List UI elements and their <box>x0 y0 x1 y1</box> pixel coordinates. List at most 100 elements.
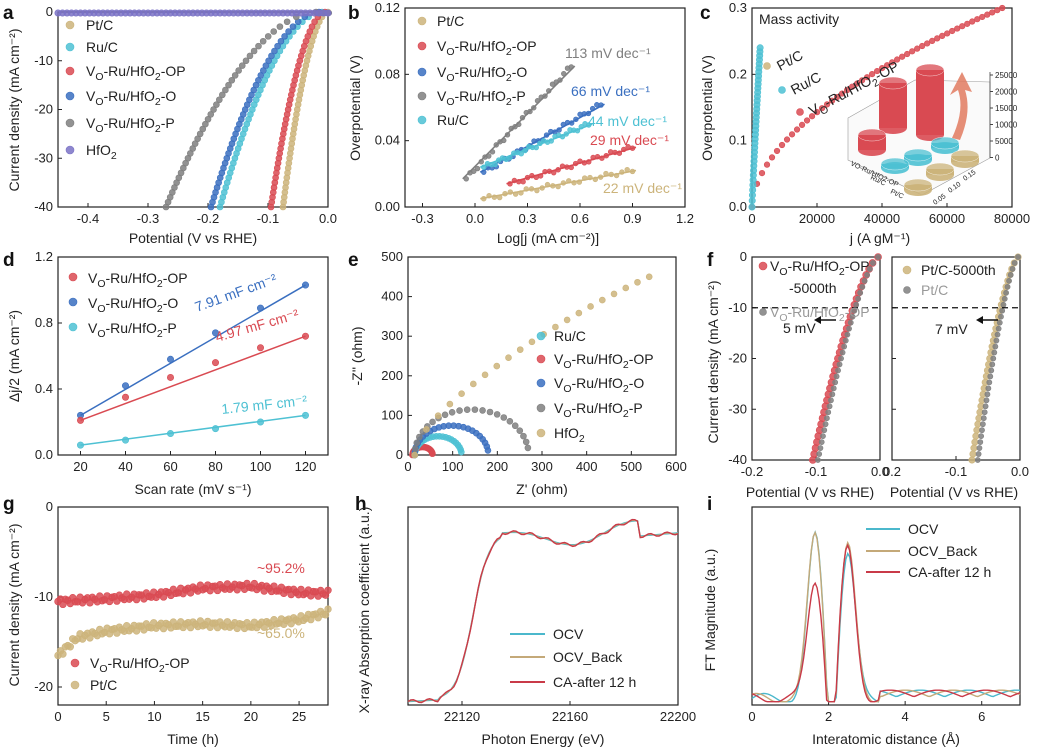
data-point <box>976 445 983 451</box>
data-point <box>989 361 996 368</box>
data-point <box>167 373 175 381</box>
data-point <box>216 96 223 104</box>
x-tick-label: 0 <box>404 459 411 474</box>
legend-marker <box>902 265 912 275</box>
y-tick-label: 0 <box>46 499 53 514</box>
x-tick-label: 100 <box>442 459 464 474</box>
y-tick-label: 0 <box>740 249 747 264</box>
data-point <box>870 260 876 266</box>
data-point <box>493 362 501 370</box>
data-point <box>855 295 862 302</box>
y-axis-label: Current density (mA cm⁻²) <box>6 29 22 192</box>
data-point <box>978 433 985 440</box>
data-point <box>977 439 984 445</box>
panel-label-g: g <box>3 494 15 515</box>
y-tick-label: -20 <box>34 102 53 117</box>
data-point <box>999 307 1006 314</box>
legend-marker <box>417 91 427 101</box>
arrow-head-icon <box>976 316 983 324</box>
data-point <box>324 586 332 594</box>
legend-marker <box>536 378 546 388</box>
inset-tick-label: 10000 <box>995 121 1018 130</box>
data-point <box>823 101 831 108</box>
y-tick-label: 200 <box>381 368 403 383</box>
data-point <box>875 254 881 260</box>
increase-arrow-icon <box>950 72 972 140</box>
legend-marker <box>65 118 75 128</box>
legend-marker <box>759 308 767 316</box>
data-point <box>829 391 836 398</box>
legend-label: VO-Ru/HfO2-OP <box>90 655 190 675</box>
legend-marker <box>65 145 75 155</box>
data-point <box>505 354 512 362</box>
data-point <box>645 273 653 281</box>
data-point <box>823 415 830 422</box>
inset-bar-top <box>930 136 960 150</box>
data-point <box>822 421 829 428</box>
data-point <box>993 337 1000 344</box>
x-tick-label: 0.9 <box>623 211 641 226</box>
inset-bar <box>916 70 944 135</box>
data-point <box>982 403 989 410</box>
x-tick-label: 10 <box>147 709 161 724</box>
data-point <box>899 53 906 60</box>
x-axis-label: Photon Energy (eV) <box>482 731 605 747</box>
x-tick-label: 1.2 <box>676 211 694 226</box>
legend-marker <box>536 354 546 364</box>
data-point <box>970 444 978 452</box>
retention-label: ~65.0% <box>257 625 305 641</box>
data-point <box>866 266 873 272</box>
data-point <box>836 361 843 368</box>
y-tick-label: -10 <box>728 300 747 315</box>
data-point <box>511 422 519 430</box>
data-point <box>859 283 866 290</box>
x-tick-label: 60 <box>163 459 177 474</box>
series-line <box>751 543 1021 703</box>
data-point <box>1015 254 1021 260</box>
data-point <box>798 121 806 128</box>
x-axis-label: Interatomic distance (Å) <box>812 731 960 747</box>
y-tick-label: -40 <box>34 199 53 214</box>
data-point <box>463 406 471 413</box>
data-point <box>969 450 977 458</box>
y-tick-label: -40 <box>728 452 747 467</box>
data-point <box>1011 260 1018 266</box>
data-point <box>949 27 956 35</box>
x-tick-label: -0.4 <box>77 211 99 226</box>
data-point <box>979 421 986 428</box>
data-point <box>974 457 981 463</box>
legend-label: Pt/C <box>921 282 948 298</box>
y-tick-label: -30 <box>34 150 53 165</box>
legend-label: Ru/C <box>86 39 118 55</box>
data-point <box>830 385 837 392</box>
x-tick-label: 300 <box>531 459 553 474</box>
inset-bar-top <box>903 178 933 192</box>
y-tick-label: -20 <box>34 679 53 694</box>
data-point <box>861 277 868 284</box>
data-point <box>843 87 851 94</box>
x-tick-label: 22120 <box>444 709 480 724</box>
data-point <box>894 56 901 63</box>
inset-bar-base <box>879 122 907 134</box>
inset-tick-label: 20000 <box>995 88 1018 97</box>
y-tick-label: 0.8 <box>35 315 53 330</box>
legend-marker <box>70 658 80 668</box>
data-point <box>884 62 891 69</box>
data-point <box>859 77 866 84</box>
data-point <box>1003 289 1010 296</box>
panel-label-a: a <box>3 3 14 24</box>
panel-label-i: i <box>707 494 712 515</box>
x-axis-label: Scan rate (mV s⁻¹) <box>134 481 251 497</box>
y-tick-label: 0.1 <box>729 133 747 148</box>
data-point <box>944 30 951 37</box>
data-point <box>919 42 926 50</box>
data-point <box>971 438 979 446</box>
data-point <box>793 126 801 133</box>
x-axis-label: Z' (ohm) <box>516 481 568 497</box>
x-tick-label: 500 <box>620 459 642 474</box>
data-point <box>849 313 856 320</box>
data-point <box>974 16 981 23</box>
legend-label: CA-after 12 h <box>553 674 636 690</box>
legend-label: OCV <box>908 521 939 537</box>
data-point <box>994 7 1001 14</box>
